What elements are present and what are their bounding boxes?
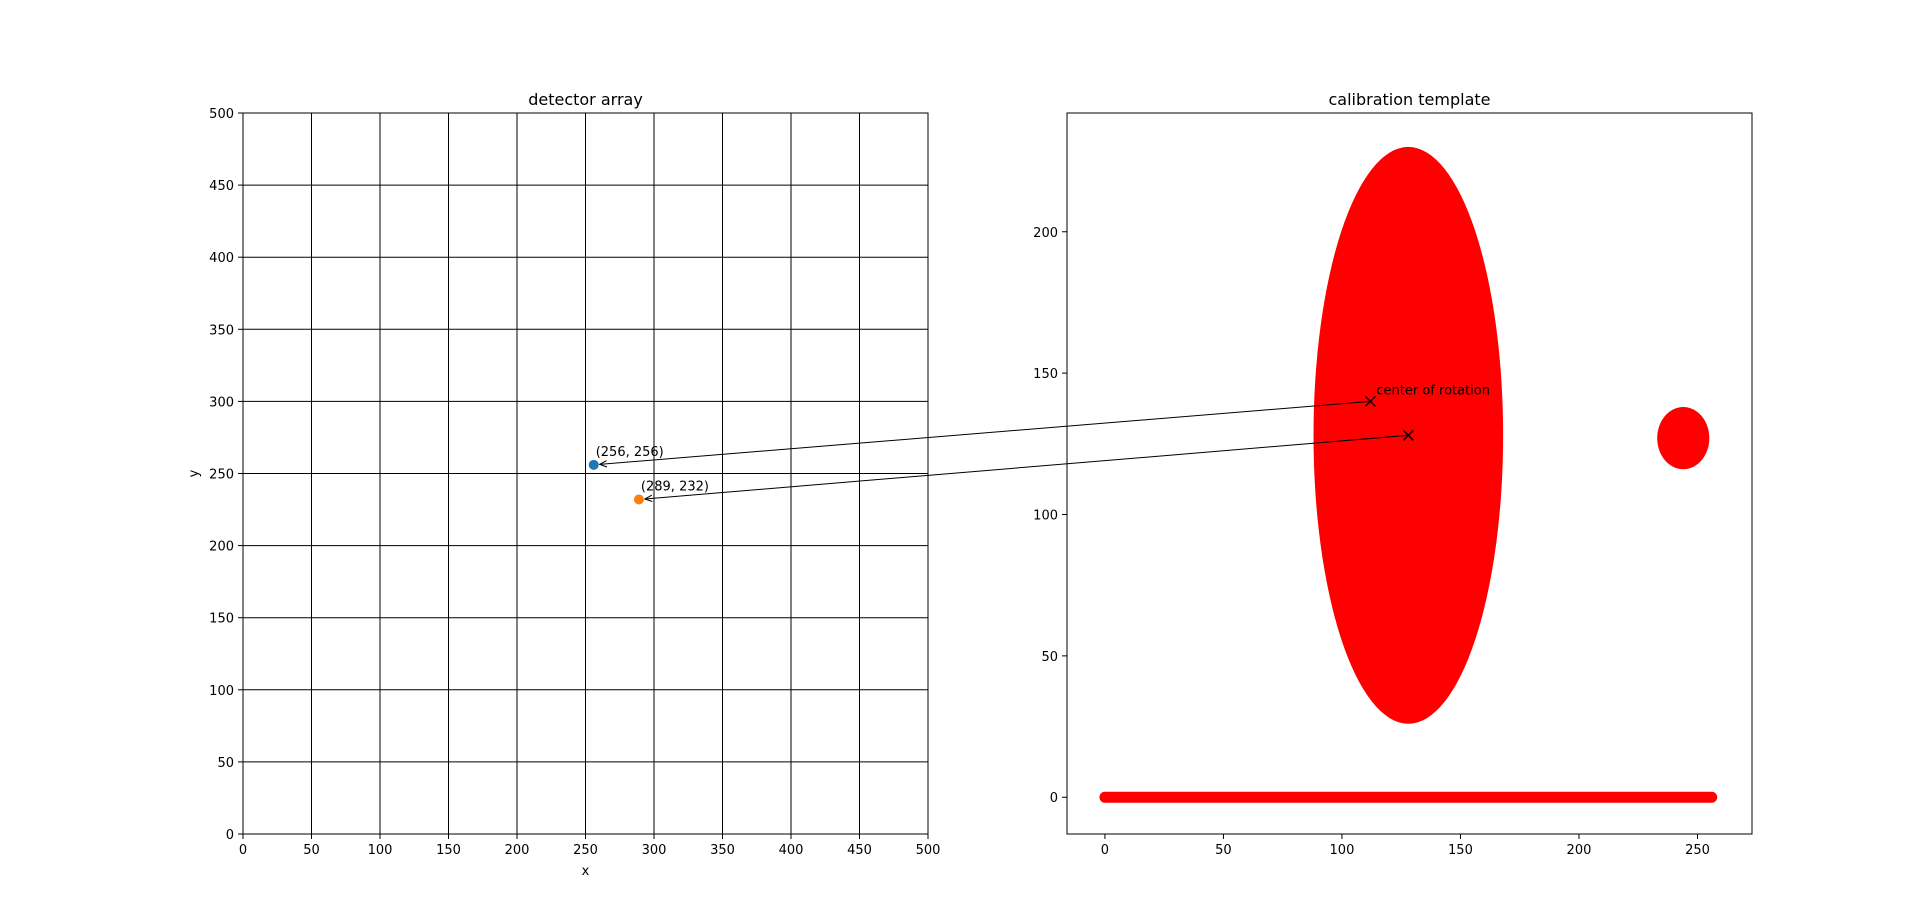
- detector-xtick-label: 350: [710, 843, 735, 858]
- connection-arrow: [600, 400, 1371, 464]
- template-frame: [1066, 112, 1753, 835]
- template-xtick-label: 250: [1685, 843, 1710, 858]
- detector-xtick-label: 150: [436, 843, 461, 858]
- detector-xtick-label: 200: [505, 843, 530, 858]
- template-title: calibration template: [1329, 90, 1491, 109]
- detector-ytick-label: 100: [209, 684, 234, 699]
- detector-xtick-label: 400: [779, 843, 804, 858]
- template-shapes: [1099, 146, 1718, 803]
- detector-xtick-label: 0: [239, 843, 247, 858]
- detector-point-label: (289, 232): [641, 479, 709, 494]
- connection-arrow: [645, 434, 1409, 499]
- detector-xtick-label: 500: [916, 843, 941, 858]
- template-marker-label: center of rotation: [1376, 383, 1490, 398]
- template-xtick-label: 50: [1215, 843, 1232, 858]
- detector-xtick-label: 100: [368, 843, 393, 858]
- template-ytick-label: 200: [1033, 226, 1058, 241]
- template-ytick-label: 100: [1033, 508, 1058, 523]
- template-xtick-label: 100: [1330, 843, 1355, 858]
- detector-xtick-label: 450: [847, 843, 872, 858]
- connection-arrows: [600, 400, 1409, 499]
- template-xtick-label: 0: [1101, 843, 1109, 858]
- detector-xtick-label: 250: [573, 843, 598, 858]
- calibration-template-axes: 0 50 100 150 200 250 0 50 100 150 200 calibration …: [1033, 90, 1753, 858]
- template-xtick-label: 200: [1567, 843, 1592, 858]
- detector-point: [588, 459, 599, 470]
- detector-frame: [242, 112, 929, 835]
- detector-ytick-label: 350: [209, 323, 234, 338]
- template-ticks: 0 50 100 150 200 250 0 50 100 150 200: [1033, 226, 1710, 858]
- detector-point: [633, 494, 644, 505]
- detector-point-label: (256, 256): [596, 445, 664, 460]
- detector-ytick-label: 150: [209, 612, 234, 627]
- detector-ytick-label: 0: [226, 828, 234, 843]
- template-circle: [1657, 407, 1710, 470]
- template-xtick-label: 150: [1448, 843, 1473, 858]
- detector-xtick-label: 300: [642, 843, 667, 858]
- detector-ylabel: y: [187, 469, 202, 477]
- detector-ytick-label: 400: [209, 251, 234, 266]
- template-ytick-label: 50: [1041, 650, 1058, 665]
- detector-ytick-label: 50: [217, 756, 234, 771]
- detector-xlabel: x: [582, 864, 590, 879]
- detector-xtick-label: 50: [303, 843, 320, 858]
- detector-ytick-label: 200: [209, 540, 234, 555]
- detector-array-axes: 0 50 100 150 200 250 300 350 400 450 500 0 50 100 150 2…: [187, 90, 940, 879]
- detector-title: detector array: [528, 90, 643, 109]
- detector-ticks: 0 50 100 150 200 250 300 350 400 450 500 0 50 100 150 2…: [209, 107, 940, 858]
- template-ytick-label: 150: [1033, 367, 1058, 382]
- detector-grid: [242, 112, 929, 835]
- detector-points: (256, 256) (289, 232): [588, 445, 709, 505]
- detector-ytick-label: 450: [209, 179, 234, 194]
- detector-ytick-label: 300: [209, 395, 234, 410]
- detector-ytick-label: 500: [209, 107, 234, 122]
- template-ytick-label: 0: [1050, 791, 1058, 806]
- detector-ytick-label: 250: [209, 468, 234, 483]
